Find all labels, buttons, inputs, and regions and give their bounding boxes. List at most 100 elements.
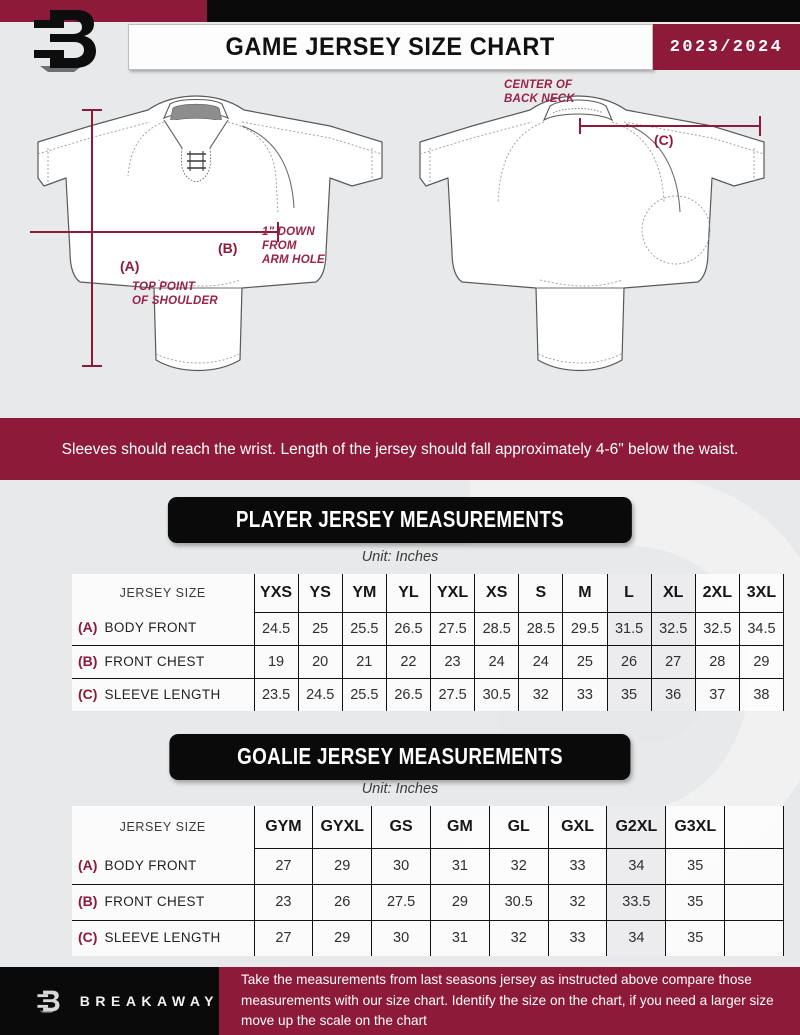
measurement-value: 37 (694, 677, 740, 711)
table-row: (B) FRONT CHEST 19 20 21 22 23 24 24 25 26 27 28 29 (72, 644, 785, 679)
size-column-header: S (518, 574, 564, 613)
measurement-name: FRONT CHEST (104, 653, 205, 669)
measurement-value: 22 (385, 644, 432, 679)
measurement-value: 34.5 (738, 611, 785, 646)
front-dimension-letter-a: (A) (120, 258, 140, 274)
table-row: (C) SLEEVE LENGTH 23.5 24.5 25.5 26.5 27.5 30.5… (72, 677, 785, 711)
measurement-value: 27 (650, 644, 696, 679)
measurement-value: 27 (253, 919, 314, 956)
goalie-table-body: (A) BODY FRONT 27 29 30 31 32 33 34 35 (B) FRONT CH… (72, 847, 784, 956)
season-badge: 2023/2024 (653, 24, 800, 70)
size-column-header: XL (650, 574, 696, 613)
measurement-value: 21 (341, 644, 387, 679)
breakaway-b-monogram-icon (37, 990, 60, 1013)
footer-brand-name: BREAKAWAY (79, 993, 219, 1009)
measurement-value: 33.5 (606, 883, 667, 921)
table-row: (A) BODY FRONT 27 29 30 31 32 33 34 35 (72, 847, 784, 885)
size-column-header: YXL (429, 574, 476, 613)
measurement-value: 32 (518, 677, 564, 711)
measurement-row-label: (B) FRONT CHEST (72, 884, 255, 921)
footer-brand: BREAKAWAY (0, 967, 219, 1035)
goalie-section-title-text: GOALIE JERSEY MEASUREMENTS (237, 743, 563, 769)
measurement-value: 27.5 (429, 611, 476, 646)
size-column-header: GL (488, 806, 549, 849)
measurement-row-label: (B) FRONT CHEST (72, 645, 255, 679)
measurement-value: 25 (297, 611, 343, 646)
measurement-value: 33 (547, 919, 608, 956)
player-measurements-table: JERSEY SIZE YXS YS YM YL YXL XS S M L XL 2XL 3XL (A… (72, 574, 785, 711)
size-column-header: GM (429, 806, 490, 849)
measurement-value: 20 (297, 644, 343, 679)
measurement-value: 35 (665, 883, 726, 921)
measurement-value: 28 (694, 644, 740, 679)
jersey-front-illustration (30, 95, 383, 372)
measurement-value: 24 (518, 644, 564, 679)
measurement-row-label: (A) BODY FRONT (72, 848, 255, 885)
measurement-value: 26.5 (385, 611, 432, 646)
measurement-letter-tag: (A) (78, 856, 98, 873)
fit-note-text: Sleeves should reach the wrist. Length o… (61, 440, 739, 458)
player-section-title: PLAYER JERSEY MEASUREMENTS (167, 497, 633, 543)
measurement-value: 29 (738, 644, 785, 679)
measurement-value: 24 (474, 644, 520, 679)
page-footer: BREAKAWAY Take the measurements from las… (0, 967, 800, 1035)
measurement-value: 30.5 (488, 883, 549, 921)
size-column-header: GXL (547, 806, 608, 849)
player-section-title-text: PLAYER JERSEY MEASUREMENTS (235, 506, 565, 532)
jersey-back-illustration (419, 95, 765, 372)
measurement-value: 28.5 (474, 611, 520, 646)
measurement-value: 33 (562, 677, 608, 711)
measurement-value: 30 (371, 847, 431, 885)
table-row: (C) SLEEVE LENGTH 27 29 30 31 32 33 34 35 (72, 919, 784, 956)
measurement-letter-tag: (A) (78, 619, 98, 636)
size-column-header: YXS (253, 574, 299, 613)
measurement-row-label: (C) SLEEVE LENGTH (72, 920, 255, 956)
size-column-header: YL (385, 574, 432, 613)
measurement-value: 34 (606, 847, 667, 885)
fit-note-band: Sleeves should reach the wrist. Length o… (0, 418, 800, 480)
measurement-value: 25.5 (341, 611, 387, 646)
footer-instructions: Take the measurements from last seasons … (219, 967, 800, 1035)
measurement-value: 29 (429, 883, 490, 921)
measurement-name: BODY FRONT (104, 857, 197, 873)
goalie-table-header-row: JERSEY SIZE GYM GYXL GS GM GL GXL G2XL G3XL (72, 806, 784, 849)
goalie-measurements-table: JERSEY SIZE GYM GYXL GS GM GL GXL G2XL G3XL (A)… (72, 806, 784, 956)
measurement-value: 30 (371, 919, 431, 956)
goalie-section-title: GOALIE JERSEY MEASUREMENTS (169, 734, 631, 780)
player-table-wrap: JERSEY SIZE YXS YS YM YL YXL XS S M L XL 2XL 3XL (A… (72, 574, 785, 711)
size-column-header: GS (371, 806, 431, 849)
measurement-value (724, 919, 784, 956)
front-dimension-label-b: 1" DOWN FROM ARM HOLE (262, 226, 325, 266)
measurement-row-label: (C) SLEEVE LENGTH (72, 678, 255, 711)
size-column-header: G3XL (665, 806, 726, 849)
breakaway-b-monogram-icon (34, 10, 96, 72)
measurement-value: 24.5 (297, 677, 343, 711)
page-header: GAME JERSEY SIZE CHART 2023/2024 (0, 22, 800, 70)
season-label: 2023/2024 (669, 37, 784, 57)
measurement-value: 34 (606, 919, 667, 956)
measurement-value: 32 (488, 847, 549, 885)
player-table-header-row: JERSEY SIZE YXS YS YM YL YXL XS S M L XL 2XL 3XL (72, 574, 785, 613)
size-column-header: G2XL (606, 806, 667, 849)
measurement-value: 32 (547, 883, 608, 921)
measurement-name: FRONT CHEST (104, 894, 205, 909)
back-dimension-letter-c: (C) (654, 132, 674, 148)
measurement-value: 27.5 (371, 883, 431, 921)
measurement-value (724, 847, 784, 885)
measurement-row-label: (A) BODY FRONT (72, 612, 255, 646)
measurement-value: 25 (562, 644, 608, 679)
player-unit-label: Unit: Inches (361, 549, 439, 565)
measurement-letter-tag: (B) (78, 652, 98, 669)
measurement-value (724, 883, 784, 921)
table-row: (B) FRONT CHEST 23 26 27.5 29 30.5 32 33.5 35 (72, 883, 784, 921)
size-column-header: GYM (253, 806, 314, 849)
size-column-header: YS (297, 574, 343, 613)
back-neck-label: CENTER OF BACK NECK (504, 79, 575, 105)
size-column-header: YM (341, 574, 387, 613)
measurement-value: 23.5 (253, 677, 299, 711)
measurement-value: 28.5 (518, 611, 564, 646)
top-color-strip (0, 0, 800, 22)
top-strip-black (207, 0, 800, 22)
measurement-value: 35 (665, 919, 726, 956)
